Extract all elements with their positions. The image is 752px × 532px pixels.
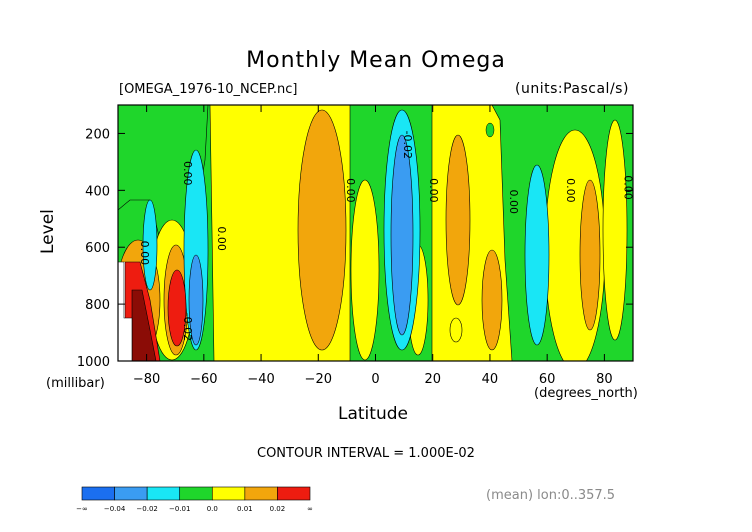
colorbar-label-0: −∞ [76, 505, 88, 513]
contour-fields: 0.00 0.00 0.00 -0.02 0.00 -0.02 0.00 0.00 0.00 0.… [118, 105, 634, 361]
file-label: [OMEGA_1976-10_NCEP.nc] [119, 82, 298, 97]
y-tick-label-0: 200 [85, 127, 110, 142]
colorbar-label-1: −0.04 [104, 505, 126, 513]
units-label: (units:Pascal/s) [515, 81, 629, 97]
field-white-topo2 [118, 261, 133, 361]
colorbar-swatch-6 [277, 486, 311, 501]
field-blue-south [188, 254, 204, 346]
x-tick-label-4: 0 [371, 372, 379, 387]
field-red-south [167, 269, 187, 347]
colorbar-label-7: ∞ [307, 505, 313, 513]
colorbar-swatch-4 [211, 486, 246, 501]
colorbar-label-2: −0.02 [136, 505, 157, 513]
x-axis-unit: (degrees_north) [534, 386, 638, 401]
colorbar-label-5: 0.01 [237, 505, 253, 513]
colorbar-swatch-0 [81, 486, 115, 501]
x-axis-label: Latitude [338, 404, 408, 424]
field-orange-north2 [481, 249, 503, 351]
y-tick-label-3: 800 [85, 298, 110, 313]
y-tick-label-4: 1000 [77, 355, 110, 370]
x-tick-label-2: −40 [247, 372, 274, 387]
field-blue-equator [390, 134, 414, 336]
contour-label-7: 0.00 [507, 189, 520, 214]
field-orange-subtrop-south [297, 109, 347, 351]
contour-label-4: 0.00 [344, 178, 357, 203]
colorbar-swatch-2 [146, 486, 181, 501]
x-tick-label-3: −20 [305, 372, 332, 387]
contour-label-5: -0.02 [401, 131, 414, 159]
mean-note: (mean) lon:0..357.5 [486, 488, 616, 503]
colorbar-label-6: 0.02 [270, 505, 286, 513]
y-axis-label: Level [38, 209, 58, 254]
field-orange-subtrop-north [445, 134, 471, 306]
contour-label-3: -0.02 [181, 313, 194, 341]
chart-title: Monthly Mean Omega [246, 48, 506, 73]
contour-label-1: 0.00 [181, 161, 194, 186]
x-tick-label-7: 60 [539, 372, 556, 387]
field-cyan-antarctic [142, 199, 158, 291]
x-tick-label-1: −60 [190, 372, 217, 387]
x-tick-label-8: 80 [596, 372, 613, 387]
colorbar-swatch-3 [179, 486, 213, 501]
y-tick-label-1: 400 [85, 184, 110, 199]
contour-label-2: 0.00 [215, 226, 228, 251]
field-yellow-north2 [602, 119, 628, 341]
colorbar-label-3: −0.01 [169, 505, 190, 513]
field-orange-polar [579, 179, 601, 331]
field-cyan-north [524, 164, 550, 346]
colorbar-label-4: 0.0 [207, 505, 218, 513]
contour-label-6: 0.00 [427, 178, 440, 203]
field-yellow-spot [449, 317, 463, 343]
contour-label-0: 0.00 [138, 241, 151, 266]
x-tick-label-6: 40 [482, 372, 499, 387]
colorbar-swatch-1 [114, 486, 148, 501]
contour-label-9: 0.00 [621, 175, 634, 200]
y-tick-label-2: 600 [85, 241, 110, 256]
colorbar-swatch-5 [244, 486, 278, 501]
x-tick-label-0: −80 [133, 372, 160, 387]
field-green-spot [485, 122, 495, 138]
field-yellow-eq [350, 179, 380, 361]
contour-label-8: 0.00 [564, 178, 577, 203]
contour-interval-label: CONTOUR INTERVAL = 1.000E-02 [257, 446, 475, 461]
y-axis-unit: (millibar) [46, 376, 105, 391]
x-tick-label-5: 20 [424, 372, 441, 387]
